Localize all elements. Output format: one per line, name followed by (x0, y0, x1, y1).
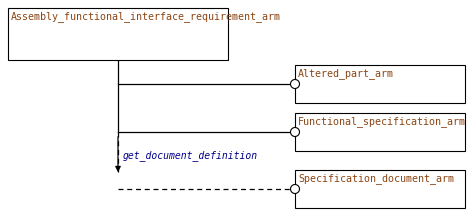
Text: Functional_specification_arm: Functional_specification_arm (298, 116, 466, 127)
Bar (295, 170, 465, 208)
Text: Assembly_functional_interface_requirement_arm: Assembly_functional_interface_requiremen… (11, 11, 281, 22)
Bar (295, 65, 465, 103)
Circle shape (291, 127, 300, 136)
Circle shape (291, 79, 300, 88)
Text: Specification_document_arm: Specification_document_arm (298, 173, 454, 184)
Text: get_document_definition: get_document_definition (123, 150, 258, 161)
Bar (295, 113, 465, 151)
Bar (8, 8, 228, 60)
Text: Altered_part_arm: Altered_part_arm (298, 68, 394, 79)
Circle shape (291, 184, 300, 194)
